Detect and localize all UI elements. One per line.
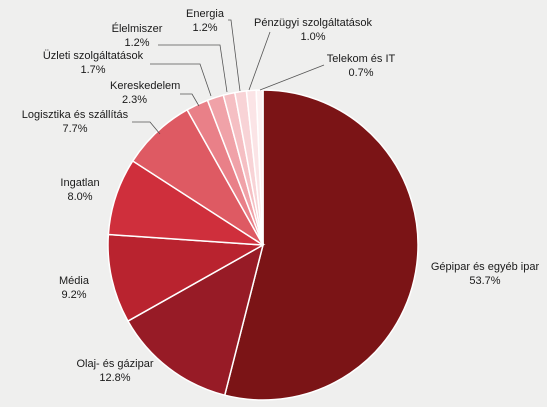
slice-label: Média [59, 275, 90, 287]
slice-value-label: 1.0% [300, 31, 325, 43]
leader-line [158, 44, 228, 93]
leader-line [132, 121, 161, 135]
slice-value-label: 7.7% [62, 123, 87, 135]
slice-value-label: 9.2% [61, 289, 86, 301]
slice-value-label: 2.3% [122, 94, 147, 106]
pie-slice [223, 89, 419, 401]
pie-slice [107, 233, 266, 323]
slice-value-label: 8.0% [67, 191, 92, 203]
slice-value-label: 1.7% [80, 64, 105, 76]
leader-line [180, 93, 200, 107]
slice-label: Ingatlan [60, 177, 99, 189]
slice-label: Logisztika és szállítás [22, 109, 129, 121]
pie-slice [255, 89, 264, 246]
slice-label: Energia [186, 8, 225, 20]
slice-label: Élelmiszer [112, 22, 163, 35]
slice-label: Pénzügyi szolgáltatások [254, 17, 373, 29]
slice-value-label: 1.2% [124, 37, 149, 49]
slice-value-label: 12.8% [99, 372, 130, 384]
slice-value-label: 53.7% [469, 275, 500, 287]
slice-value-label: 1.2% [192, 22, 217, 34]
leader-line [248, 31, 271, 91]
slice-label: Üzleti szolgáltatások [43, 50, 144, 62]
leader-line [259, 64, 325, 91]
pie-slice [126, 243, 265, 397]
slice-label: Telekom és IT [327, 53, 396, 65]
slice-label: Olaj- és gázipar [76, 358, 153, 370]
slice-value-label: 0.7% [348, 67, 373, 79]
slice-label: Kereskedelem [110, 80, 180, 92]
leader-line [150, 63, 212, 97]
leader-line [228, 19, 241, 92]
slice-label: Gépipar és egyéb ipar [431, 261, 540, 273]
